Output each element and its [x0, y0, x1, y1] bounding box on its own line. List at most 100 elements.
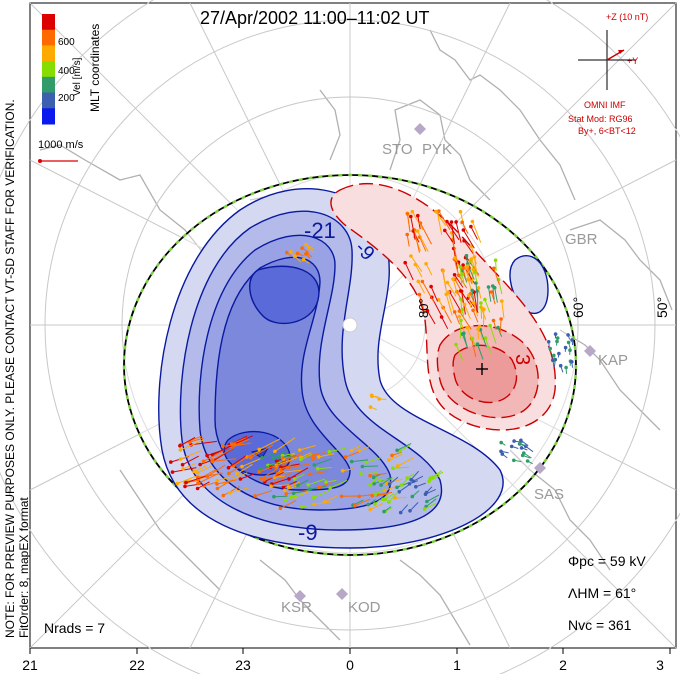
velocity-vector: [489, 325, 497, 344]
velocity-vector: [514, 440, 523, 443]
velocity-vector: [400, 504, 409, 513]
velocity-vector: [471, 338, 477, 357]
velocity-vector: [229, 487, 249, 494]
velocity-vector: [261, 452, 276, 459]
velocity-vector: [415, 482, 426, 488]
vector-origin: [390, 453, 394, 458]
velocity-vector: [441, 316, 449, 330]
velocity-vector: [449, 291, 461, 310]
velocity-vector: [317, 467, 332, 470]
velocity-vector: [511, 445, 519, 449]
velocity-vector: [271, 475, 296, 485]
velocity-vector: [376, 491, 393, 496]
radar-label-sto: STO: [382, 141, 413, 158]
velocity-vector: [409, 480, 418, 485]
velocity-vector: [282, 456, 299, 459]
velocity-vector: [260, 462, 277, 470]
velocity-vector: [182, 455, 200, 466]
velocity-vector: [240, 473, 255, 480]
velocity-vector: [447, 292, 455, 311]
vector-origin: [169, 460, 173, 464]
velocity-vector: [241, 458, 261, 468]
velocity-vector: [359, 493, 376, 497]
x-tick-label-1: 1: [453, 657, 461, 673]
velocity-vector: [446, 282, 457, 297]
lat-label-50: 50°: [654, 296, 670, 318]
velocity-vector: [228, 455, 247, 469]
velocity-vector: [523, 452, 532, 459]
colorbar-swatch: [42, 92, 55, 109]
colorbar-tick-400: 400: [58, 66, 75, 77]
pole-marker: [342, 317, 358, 333]
map-title: 27/Apr/2002 11:00–11:02 UT: [200, 8, 430, 28]
imf-z-label: +Z (10 nT): [606, 12, 649, 22]
velocity-vector: [342, 468, 353, 472]
velocity-vector: [294, 473, 305, 480]
velocity-vector: [293, 490, 307, 494]
radar-markers: [294, 123, 596, 602]
velocity-vector: [454, 274, 464, 288]
vector-origin: [233, 443, 237, 447]
colorbar-swatch: [42, 76, 55, 94]
velocity-vector: [426, 310, 436, 325]
colorbar-swatch: [42, 61, 55, 78]
velocity-vector: [425, 263, 433, 276]
velocity-vector: [479, 329, 488, 348]
velocity-vector: [445, 294, 453, 316]
velocity-vector: [438, 210, 451, 231]
velocity-vector: [461, 221, 469, 234]
radar-label-gbr: GBR: [565, 231, 598, 248]
velocity-vector: [370, 472, 387, 477]
velocity-vector: [499, 318, 502, 334]
velocity-vector: [258, 438, 281, 450]
n-rads-stat: Nrads = 7: [44, 620, 106, 636]
velocity-vector: [203, 481, 218, 487]
velocity-vector: [285, 494, 302, 501]
x-tick-label-21: 21: [22, 657, 38, 673]
radar-label-sas: SAS: [534, 486, 565, 503]
velocity-vector: [501, 301, 505, 319]
velocity-vector: [324, 495, 338, 503]
velocity-vector: [413, 475, 424, 482]
velocity-vector: [438, 299, 446, 312]
velocity-vector: [462, 309, 465, 320]
imf-y-label: +Y: [627, 56, 639, 66]
velocity-vector: [493, 320, 497, 330]
velocity-vector: [313, 490, 330, 498]
vector-origin: [215, 478, 219, 483]
velocity-vector: [371, 394, 378, 399]
velocity-vector: [430, 286, 439, 302]
velocity-vector: [308, 478, 326, 486]
radar-label-kod: KOD: [348, 599, 381, 616]
vector-origin: [183, 484, 187, 489]
velocity-vector: [461, 269, 468, 283]
velocity-vector: [567, 334, 571, 340]
velocity-vector: [259, 464, 280, 472]
velocity-vector: [471, 338, 477, 348]
velocity-vector: [473, 302, 479, 317]
velocity-vector: [513, 459, 522, 463]
colorbar-tick-600: 600: [58, 37, 75, 48]
velocity-vector: [473, 292, 478, 313]
scale-vector-label: 1000 m/s: [38, 139, 84, 151]
imf-stat-cond: By+, 6<BT<12: [578, 126, 636, 136]
velocity-vector: [552, 360, 555, 367]
scale-vector: [38, 159, 78, 163]
velocity-vector: [294, 255, 302, 263]
vector-origin: [343, 455, 348, 459]
velocity-vector: [404, 262, 414, 281]
velocity-vector: [206, 448, 227, 457]
lambda-hm-stat: ΛHM = 61°: [568, 585, 637, 601]
vector-origin: [192, 469, 196, 474]
velocity-vector: [362, 465, 379, 467]
velocity-vector: [391, 451, 403, 456]
velocity-vector: [385, 507, 393, 512]
velocity-vector: [442, 270, 447, 292]
velocity-vector: [411, 490, 420, 497]
velocity-vector: [406, 473, 415, 479]
velocity-vector: [472, 310, 479, 323]
velocity-vector: [480, 302, 483, 319]
velocity-vector: [392, 466, 409, 469]
velocity-vector: [382, 493, 389, 500]
